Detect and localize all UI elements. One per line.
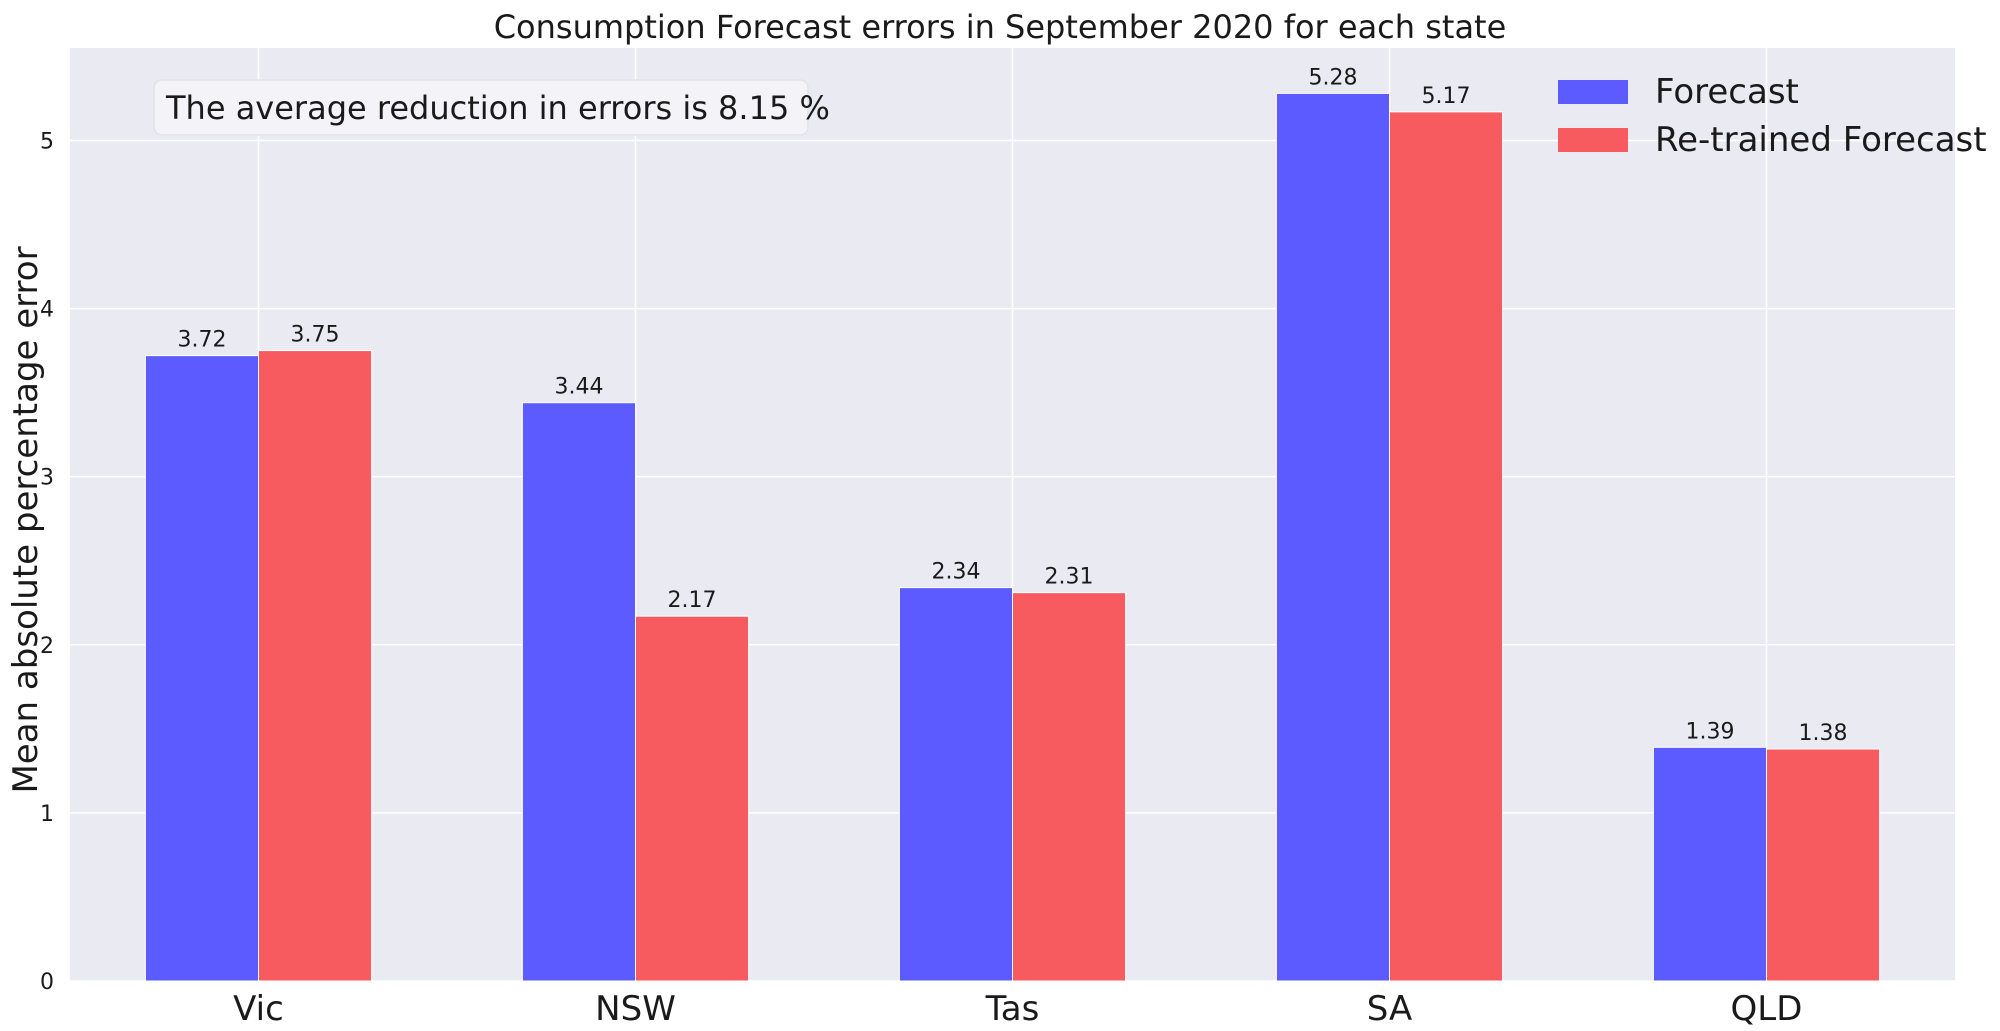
bar-forecast-sa: [1275, 92, 1391, 982]
x-tick-label: QLD: [1731, 989, 1803, 1029]
bar-forecast-tas: [898, 587, 1014, 982]
x-tick-label: Tas: [985, 989, 1040, 1029]
legend-swatch-forecast: [1558, 80, 1628, 104]
y-tick-label: 5: [40, 129, 54, 154]
legend-label: Forecast: [1655, 72, 1799, 112]
data-label: 3.75: [291, 323, 340, 348]
data-label: 1.39: [1685, 719, 1734, 744]
bar-forecast-vic: [144, 355, 259, 982]
bar-forecast-qld: [1652, 746, 1768, 982]
data-label: 2.31: [1045, 565, 1094, 590]
data-label: 1.38: [1799, 721, 1848, 746]
bar-retrained-nsw: [635, 615, 750, 982]
bar-retrained-vic: [258, 350, 373, 982]
bar-retrained-tas: [1012, 592, 1127, 982]
legend-label: Re-trained Forecast: [1655, 120, 1987, 160]
y-tick-label: 1: [40, 802, 54, 827]
data-label: 3.44: [554, 375, 603, 400]
bar-retrained-qld: [1766, 748, 1881, 982]
y-tick-label: 2: [40, 634, 54, 659]
chart-title: Consumption Forecast errors in September…: [494, 8, 1507, 46]
legend-swatch-retrained: [1558, 128, 1628, 152]
data-label: 5.17: [1422, 84, 1471, 109]
y-tick-label: 0: [40, 970, 54, 995]
x-tick-labels: Vic NSW Tas SA QLD: [233, 989, 1802, 1029]
data-label: 5.28: [1308, 65, 1357, 90]
data-label: 3.72: [177, 328, 226, 353]
y-axis-label: Mean absolute percentage error: [6, 246, 46, 793]
x-tick-label: NSW: [595, 989, 676, 1029]
y-tick-label: 4: [40, 298, 54, 323]
data-labels: 3.72 3.44 2.34 5.28 1.39 3.75 2.17 2.31 5.17 1.38: [177, 65, 1847, 746]
data-label: 2.34: [931, 560, 980, 585]
bar-forecast-nsw: [521, 402, 637, 982]
bars: [144, 92, 1881, 982]
y-tick-label: 3: [40, 466, 54, 491]
data-label: 2.17: [668, 588, 717, 613]
legend: Forecast Re-trained Forecast: [1558, 72, 1987, 160]
annotation-text: The average reduction in errors is 8.15 …: [165, 89, 830, 127]
bar-retrained-sa: [1389, 111, 1504, 982]
annotation-box: The average reduction in errors is 8.15 …: [153, 79, 830, 136]
x-tick-label: SA: [1367, 989, 1412, 1029]
y-tick-labels: 0 1 2 3 4 5: [40, 129, 54, 995]
x-tick-label: Vic: [233, 989, 284, 1029]
